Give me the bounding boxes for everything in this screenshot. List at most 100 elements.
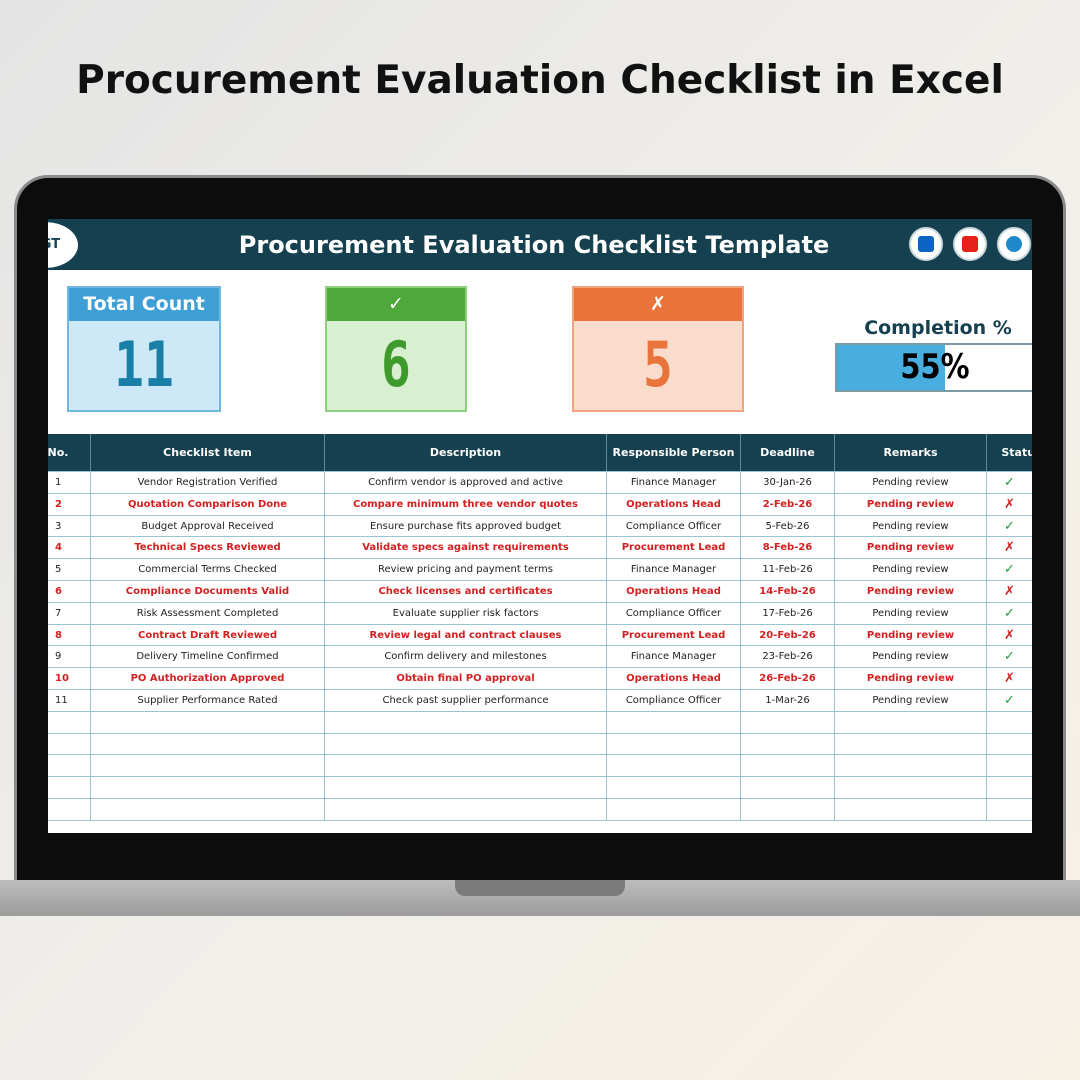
status-cell: ✓ <box>987 646 1032 667</box>
table-cell: Pending review <box>835 581 987 602</box>
status-cell: ✗ <box>987 625 1032 646</box>
empty-cell <box>91 711 325 733</box>
table-cell: Finance Manager <box>607 646 741 668</box>
table-row: 1 Vendor Registration Verified Confirm ven… <box>48 472 1032 494</box>
table-cell: Finance Manager <box>607 559 741 580</box>
empty-cell <box>91 755 325 777</box>
empty-cell <box>48 733 91 755</box>
empty-cell <box>987 734 1032 755</box>
table-cell: PO Authorization Approved <box>91 668 325 689</box>
table-cell: Pending review <box>835 602 987 624</box>
column-header: Deadline <box>741 434 835 471</box>
page-title: Procurement Evaluation Checklist in Exce… <box>76 58 1004 103</box>
empty-cell <box>607 755 741 777</box>
table-cell: Pending review <box>835 668 987 689</box>
table-cell: 1 <box>48 472 91 493</box>
empty-cell <box>607 777 741 798</box>
table-cell: 4 <box>48 537 91 559</box>
empty-cell <box>325 755 607 777</box>
table-cell: Finance Manager <box>607 472 741 493</box>
table-cell: Review pricing and payment terms <box>325 559 607 580</box>
table-cell: Operations Head <box>607 581 741 602</box>
column-header: Description <box>325 434 607 471</box>
empty-cell <box>91 733 325 755</box>
table-cell: 20-Feb-26 <box>741 624 835 646</box>
table-cell: 3 <box>48 515 91 537</box>
column-header: Checklist Item <box>91 434 325 471</box>
table-cell: Ensure purchase fits approved budget <box>325 515 607 537</box>
empty-cell <box>48 711 91 733</box>
status-cell: ✓ <box>987 603 1032 624</box>
empty-cell <box>987 777 1032 798</box>
completion-fill <box>837 345 945 390</box>
empty-row <box>48 755 1032 778</box>
table-cell: Pending review <box>835 624 987 646</box>
kpi-label: Total Count <box>69 288 219 321</box>
table-cell: Obtain final PO approval <box>325 668 607 689</box>
table-cell: 8 <box>48 624 91 646</box>
column-header: Remarks <box>835 434 987 471</box>
table-cell: 2-Feb-26 <box>741 493 835 515</box>
table-cell: Procurement Lead <box>607 624 741 646</box>
table-cell: Pending review <box>835 559 987 580</box>
status-cell: ✗ <box>987 494 1032 515</box>
empty-cell <box>741 799 835 820</box>
empty-cell <box>835 777 987 798</box>
empty-cell <box>741 711 835 733</box>
table-cell: Pending review <box>835 646 987 668</box>
table-cell: Compare minimum three vendor quotes <box>325 493 607 515</box>
table-cell: Operations Head <box>607 493 741 515</box>
table-cell: 26-Feb-26 <box>741 668 835 689</box>
table-row: 5 Commercial Terms Checked Review pricing … <box>48 559 1032 581</box>
status-cell: ✗ <box>987 668 1032 689</box>
kpi-value: 5 <box>643 328 673 401</box>
table-cell: Operations Head <box>607 668 741 689</box>
empty-row <box>48 777 1032 799</box>
empty-cell <box>91 799 325 820</box>
empty-cell <box>48 755 91 777</box>
status-cell: ✓ <box>987 472 1032 493</box>
empty-cell <box>741 733 835 755</box>
table-cell: 5-Feb-26 <box>741 515 835 537</box>
kpi-label: ✓ <box>327 288 465 321</box>
table-cell: Commercial Terms Checked <box>91 559 325 580</box>
table-cell: Supplier Performance Rated <box>91 690 325 711</box>
column-header: Responsible Person <box>607 434 741 471</box>
table-cell: Quotation Comparison Done <box>91 493 325 515</box>
table-cell: Technical Specs Reviewed <box>91 537 325 559</box>
table-cell: Compliance Officer <box>607 602 741 624</box>
empty-cell <box>987 712 1032 733</box>
empty-cell <box>835 755 987 777</box>
table-cell: 8-Feb-26 <box>741 537 835 559</box>
completion-value: 55% <box>900 347 970 387</box>
table-cell: 5 <box>48 559 91 580</box>
empty-cell <box>607 711 741 733</box>
spreadsheet: NGT Procurement Evaluation Checklist Tem… <box>48 219 1032 833</box>
table-row: 6 Compliance Documents Valid Check license… <box>48 581 1032 603</box>
empty-cell <box>987 799 1032 820</box>
table-cell: Confirm delivery and milestones <box>325 646 607 668</box>
table-row: 2 Quotation Comparison Done Compare minimu… <box>48 493 1032 516</box>
empty-cell <box>91 777 325 798</box>
table-row: 7 Risk Assessment Completed Evaluate suppl… <box>48 602 1032 625</box>
table-cell: Contract Draft Reviewed <box>91 624 325 646</box>
table-row: 3 Budget Approval Received Ensure purchase… <box>48 515 1032 538</box>
table-cell: 6 <box>48 581 91 602</box>
empty-row <box>48 799 1032 821</box>
youtube-icon[interactable] <box>953 227 987 261</box>
table-cell: 2 <box>48 493 91 515</box>
table-cell: Vendor Registration Verified <box>91 472 325 493</box>
table-row: 9 Delivery Timeline Confirmed Confirm deli… <box>48 646 1032 669</box>
laptop-notch <box>455 880 625 896</box>
empty-cell <box>607 799 741 820</box>
website-icon[interactable] <box>997 227 1031 261</box>
table-cell: Review legal and contract clauses <box>325 624 607 646</box>
table-cell: 1-Mar-26 <box>741 690 835 711</box>
linkedin-icon[interactable] <box>909 227 943 261</box>
header-row: S. No.Checklist ItemDescriptionResponsib… <box>48 434 1032 472</box>
status-cell: ✗ <box>987 537 1032 558</box>
status-cell: ✗ <box>987 581 1032 602</box>
table-cell: Compliance Officer <box>607 690 741 711</box>
table-cell: Pending review <box>835 472 987 493</box>
